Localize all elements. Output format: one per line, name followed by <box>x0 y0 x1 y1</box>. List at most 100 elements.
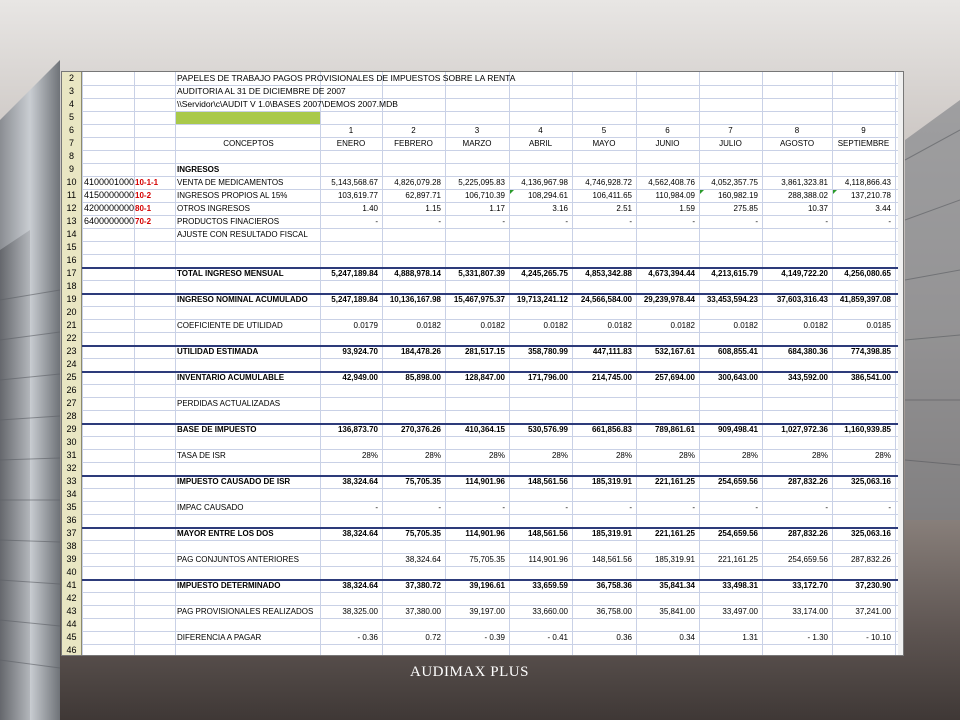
value-cell[interactable]: 160,982.19 <box>717 191 758 200</box>
value-cell[interactable] <box>511 228 568 241</box>
value-cell[interactable]: 0.0179 <box>353 321 378 330</box>
row-number[interactable]: 41 <box>62 579 82 592</box>
value-cell[interactable]: 1,027,972.36 <box>781 425 828 434</box>
value-cell[interactable]: 0.0185 <box>866 321 891 330</box>
value-cell[interactable]: 28% <box>741 451 758 460</box>
value-cell[interactable]: 4,256,080.65 <box>844 269 891 278</box>
row-number[interactable]: 17 <box>62 267 82 280</box>
value-cell[interactable]: - <box>438 217 441 226</box>
value-cell[interactable]: 24,566,584.00 <box>580 295 632 304</box>
value-cell[interactable]: - 1.30 <box>807 633 828 642</box>
row-number[interactable]: 32 <box>62 462 82 475</box>
value-cell[interactable]: 38,325.00 <box>342 607 378 616</box>
row-number[interactable]: 19 <box>62 293 82 306</box>
value-cell[interactable] <box>834 228 891 241</box>
value-cell[interactable]: 4,149,722.20 <box>781 269 828 278</box>
value-cell[interactable]: 41,859,397.08 <box>839 295 891 304</box>
value-cell[interactable]: 37,603,316.43 <box>776 295 828 304</box>
value-cell[interactable]: 36,758.36 <box>596 581 632 590</box>
row-number[interactable]: 11 <box>62 189 82 202</box>
row-number[interactable]: 7 <box>62 137 82 150</box>
value-cell[interactable] <box>764 397 828 410</box>
value-cell[interactable]: 221,161.25 <box>717 555 758 564</box>
value-cell[interactable] <box>384 228 441 241</box>
value-cell[interactable]: 114,901.96 <box>465 477 505 486</box>
value-cell[interactable]: - <box>375 217 378 226</box>
value-cell[interactable] <box>322 228 378 241</box>
row-number[interactable]: 9 <box>62 163 82 176</box>
value-cell[interactable]: 29,239,978.44 <box>643 295 695 304</box>
row-number[interactable]: 22 <box>62 332 82 345</box>
value-cell[interactable]: 684,380.36 <box>787 347 828 356</box>
value-cell[interactable] <box>701 228 758 241</box>
value-cell[interactable]: 300,643.00 <box>717 373 758 382</box>
value-cell[interactable] <box>764 228 828 241</box>
value-cell[interactable] <box>638 397 695 410</box>
value-cell[interactable]: 3,861,323.81 <box>781 178 828 187</box>
row-number[interactable]: 27 <box>62 397 82 410</box>
value-cell[interactable]: - <box>629 217 632 226</box>
row-number[interactable]: 26 <box>62 384 82 397</box>
value-cell[interactable]: 0.0182 <box>607 321 632 330</box>
value-cell[interactable]: 0.0182 <box>670 321 695 330</box>
value-cell[interactable]: 661,856.83 <box>591 425 632 434</box>
value-cell[interactable]: 103,619.77 <box>337 191 378 200</box>
row-number[interactable]: 24 <box>62 358 82 371</box>
value-cell[interactable]: 774,398.85 <box>850 347 891 356</box>
value-cell[interactable]: 1.40 <box>362 204 378 213</box>
value-cell[interactable]: 33,174.00 <box>792 607 828 616</box>
value-cell[interactable]: 28% <box>488 451 505 460</box>
value-cell[interactable]: 185,319.91 <box>591 529 632 538</box>
value-cell[interactable]: 4,245,265.75 <box>521 269 568 278</box>
value-cell[interactable]: 254,659.56 <box>717 529 758 538</box>
row-number[interactable]: 15 <box>62 241 82 254</box>
value-cell[interactable]: 386,541.00 <box>850 373 891 382</box>
value-cell[interactable] <box>447 397 505 410</box>
value-cell[interactable]: 287,832.26 <box>787 529 828 538</box>
value-cell[interactable]: 37,380.00 <box>405 607 441 616</box>
value-cell[interactable]: 5,143,568.67 <box>331 178 378 187</box>
value-cell[interactable]: 33,172.70 <box>792 581 828 590</box>
value-cell[interactable]: 128,847.00 <box>464 373 505 382</box>
value-cell[interactable]: 4,888,978.14 <box>394 269 441 278</box>
value-cell[interactable]: 93,924.70 <box>342 347 378 356</box>
value-cell[interactable]: 0.0182 <box>733 321 758 330</box>
row-number[interactable]: 21 <box>62 319 82 332</box>
value-cell[interactable]: 108,294.61 <box>527 191 568 200</box>
value-cell[interactable]: 4,826,079.28 <box>394 178 441 187</box>
value-cell[interactable]: 288,388.02 <box>787 191 828 200</box>
highlighted-cell[interactable] <box>176 112 320 124</box>
row-number[interactable]: 40 <box>62 566 82 579</box>
value-cell[interactable]: 287,832.26 <box>787 477 828 486</box>
value-cell[interactable]: 5,247,189.84 <box>331 295 378 304</box>
row-number[interactable]: 3 <box>62 85 82 98</box>
value-cell[interactable]: 42,949.00 <box>342 373 378 382</box>
value-cell[interactable]: 15,467,975.37 <box>453 295 505 304</box>
value-cell[interactable]: 410,364.15 <box>464 425 505 434</box>
value-cell[interactable]: 75,705.35 <box>405 529 441 538</box>
value-cell[interactable]: 275.85 <box>733 204 758 213</box>
value-cell[interactable]: - <box>438 503 441 512</box>
value-cell[interactable]: 214,745.00 <box>591 373 632 382</box>
value-cell[interactable] <box>574 228 632 241</box>
value-cell[interactable]: 106,710.39 <box>464 191 505 200</box>
value-cell[interactable]: 5,331,807.39 <box>458 269 505 278</box>
value-cell[interactable]: 38,324.64 <box>342 529 378 538</box>
row-number[interactable]: 44 <box>62 618 82 631</box>
value-cell[interactable] <box>447 228 505 241</box>
row-number[interactable]: 12 <box>62 202 82 215</box>
value-cell[interactable]: 447,111.83 <box>592 347 632 356</box>
value-cell[interactable]: 5,247,189.84 <box>331 269 378 278</box>
value-cell[interactable]: 137,210.78 <box>850 191 891 200</box>
value-cell[interactable]: 270,376.26 <box>400 425 441 434</box>
value-cell[interactable]: 148,561.56 <box>527 529 568 538</box>
value-cell[interactable]: 281,517.15 <box>464 347 505 356</box>
value-cell[interactable]: 0.72 <box>425 633 441 642</box>
row-number[interactable]: 29 <box>62 423 82 436</box>
value-cell[interactable]: 39,196.61 <box>469 581 505 590</box>
value-cell[interactable]: 39,197.00 <box>469 607 505 616</box>
value-cell[interactable]: 28% <box>615 451 632 460</box>
value-cell[interactable]: 1.15 <box>425 204 441 213</box>
value-cell[interactable]: 38,324.64 <box>405 555 441 564</box>
row-number[interactable]: 36 <box>62 514 82 527</box>
